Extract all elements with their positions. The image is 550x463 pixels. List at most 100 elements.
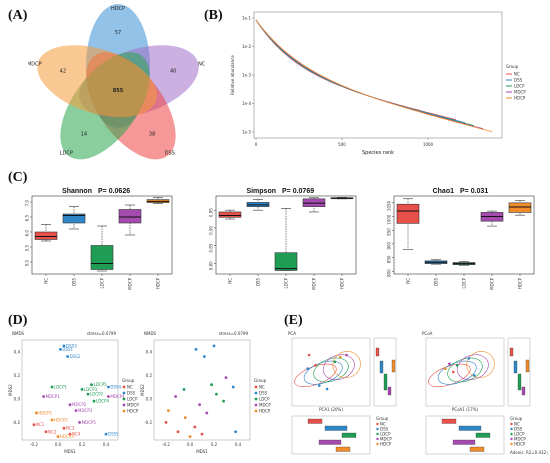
venn-set-label: HDCP [111, 6, 125, 12]
nmds-point-label: HDCP3 [60, 434, 74, 439]
boxplot-x-tick-label: LDCP [284, 277, 289, 288]
nmds-point-label: HDCP1 [38, 410, 52, 415]
ordination-legend-swatch [376, 437, 379, 441]
nmds-legend-entry: DSS [127, 391, 136, 396]
nmds-points-plot: NMDS stress=0.0799 -0.2 0.0 0.2 0.4 0.4 0.2 0.0 -… [140, 331, 271, 454]
nmds-x-axis-label: MDS1 [196, 449, 208, 454]
nmds-point-label: DSS4 [110, 385, 121, 390]
ordination-point [455, 363, 459, 367]
ordination-point [314, 363, 317, 367]
ordination-ellipse [313, 357, 349, 383]
nmds-point [92, 399, 96, 403]
boxplot-box-mdcp [118, 209, 142, 224]
rank-legend-entry: NC [514, 72, 520, 77]
nmds-y-tick-label: 0.4 [146, 349, 153, 354]
nmds-point [193, 425, 197, 429]
nmds-point [182, 388, 186, 391]
ordination-legend-title: Group [376, 416, 389, 421]
nmds-point-label: LDCP2 [90, 392, 104, 397]
nmds-legend-swatch [254, 385, 258, 389]
ordination-bottom-box [335, 446, 351, 452]
boxplot-box-nc [396, 203, 420, 224]
boxplot-x-tick-label: MDCP [312, 277, 317, 289]
nmds-point-label: MDCP4 [110, 394, 125, 399]
nmds-point [104, 432, 108, 436]
nmds-x-tick-label: -0.2 [162, 442, 170, 447]
rank-abundance-chart: 1e-1 1e-2 1e-3 1e-4 1e-5 0 500 1000 Species rank… [230, 11, 526, 156]
ordination-legend-swatch [510, 432, 513, 436]
boxplot-box-hdcp [508, 202, 532, 213]
rank-x-axis-label: Species rank [362, 150, 394, 156]
ordination-x-axis-label: PCoA1 (17%) [452, 407, 479, 412]
ordination-bottom-box [341, 432, 357, 438]
ordination-point [339, 355, 342, 359]
boxplot-title: Simpson [246, 188, 276, 195]
ordination-side-box [391, 359, 396, 373]
ordination-legend-entry: MDCP [380, 437, 392, 442]
nmds-legend-title: Group [122, 378, 135, 383]
boxplot-y-tick-label: 5.0 [25, 260, 30, 267]
nmds-legend-title: Group [254, 378, 267, 383]
boxplot-y-tick-label: 1000 [387, 214, 392, 225]
ordination-side-box [517, 373, 522, 391]
ordination-point [473, 374, 476, 377]
nmds-point [66, 355, 69, 358]
nmds-point [44, 430, 48, 434]
nmds-point-label: MDCP2 [72, 402, 87, 407]
ordination-point [444, 367, 447, 370]
nmds-y-tick-label: 0.0 [14, 396, 21, 401]
ordination-legend-swatch [510, 422, 513, 426]
nmds-stress: stress=0.0799 [219, 331, 249, 336]
ordination-point [307, 353, 311, 357]
nmds-x-axis-label: MDS1 [64, 449, 76, 454]
nmds-point [198, 403, 201, 407]
boxplot-x-tick-label: NC [406, 278, 411, 284]
ordination-side-box [521, 386, 526, 396]
boxplot-y-tick-label: 0.95 [209, 208, 214, 217]
nmds-point [200, 432, 204, 436]
nmds-point [205, 411, 209, 415]
nmds-x-tick-label: 0.0 [187, 442, 194, 447]
nmds-point-label: LDCP4 [96, 399, 110, 404]
nmds-stress: stress=0.0799 [87, 331, 117, 336]
ordination-legend-entry: HDCP [514, 442, 526, 447]
ordination-ellipse [466, 351, 495, 378]
ordination-legend-entry: MDCP [514, 437, 526, 442]
nmds-point [167, 409, 170, 412]
ordination-legend-title: Group [510, 416, 523, 421]
nmds-point [164, 420, 168, 424]
venn-unique-count: 42 [60, 69, 66, 75]
nmds-point [74, 409, 78, 412]
nmds-point [32, 423, 36, 427]
ordination-ellipse [456, 354, 489, 381]
boxplot-x-tick-label: LDCP [100, 277, 105, 288]
boxplot-title: Chao1 [433, 188, 455, 195]
ordination-bottom-box [475, 432, 491, 438]
ordination-ellipse [447, 357, 483, 383]
nmds-point [42, 395, 45, 398]
venn-unique-count: 14 [81, 131, 87, 137]
nmds-legend-swatch [122, 397, 126, 401]
ordination-side-box [379, 360, 384, 374]
venn-unique-count: 38 [149, 131, 155, 137]
nmds-point [56, 435, 60, 438]
boxplot-pvalue: P= 0.0626 [98, 188, 130, 195]
nmds-point-label: DSS2 [70, 354, 81, 359]
rank-x-tick-label: 1000 [423, 142, 434, 147]
nmds-point [224, 376, 228, 380]
nmds-legend-entry: HDCP [127, 409, 139, 414]
nmds-point-label: NC4 [72, 432, 81, 437]
venn-core-count: 855 [113, 88, 124, 94]
ordination-legend-swatch [376, 422, 379, 426]
ordination-legend-swatch [376, 427, 379, 431]
boxplot-y-tick-label: 0.85 [209, 243, 214, 252]
rank-y-tick-label: 1e-5 [242, 130, 251, 135]
shannon-boxplot: Shannon P= 0.0626 5.0 5.5 6.0 6.5 7.0 NC DSS LDCP… [25, 188, 173, 290]
ordination-legend-entry: DSS [380, 427, 389, 432]
boxplot-x-tick-label: DSS [434, 278, 439, 287]
nmds-point [183, 416, 187, 420]
nmds-frame [21, 339, 119, 441]
ordination-bottom-box [458, 425, 482, 431]
nmds-point [107, 395, 110, 398]
